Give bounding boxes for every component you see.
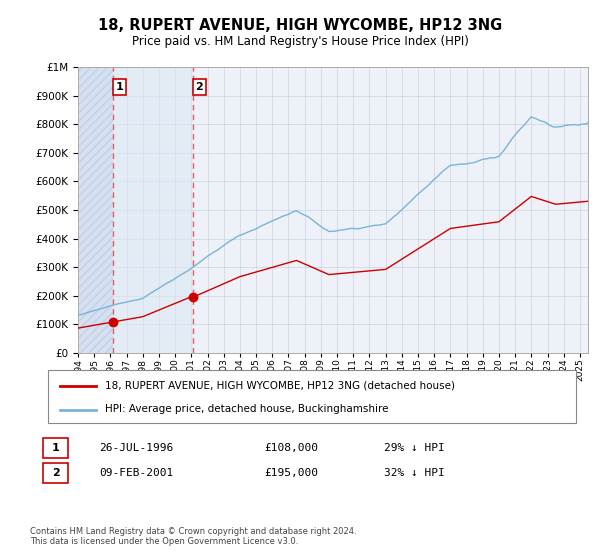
Text: 1: 1 bbox=[52, 443, 59, 453]
Text: 09-FEB-2001: 09-FEB-2001 bbox=[99, 468, 173, 478]
Text: 1: 1 bbox=[115, 82, 123, 92]
Text: £108,000: £108,000 bbox=[264, 443, 318, 453]
Text: 2: 2 bbox=[196, 82, 203, 92]
Text: 2: 2 bbox=[52, 468, 59, 478]
Text: £195,000: £195,000 bbox=[264, 468, 318, 478]
Bar bbox=[113, 67, 193, 353]
Point bbox=[188, 293, 198, 302]
Text: 18, RUPERT AVENUE, HIGH WYCOMBE, HP12 3NG: 18, RUPERT AVENUE, HIGH WYCOMBE, HP12 3N… bbox=[98, 18, 502, 32]
Text: Price paid vs. HM Land Registry's House Price Index (HPI): Price paid vs. HM Land Registry's House … bbox=[131, 35, 469, 49]
Text: HPI: Average price, detached house, Buckinghamshire: HPI: Average price, detached house, Buck… bbox=[105, 404, 389, 414]
Text: Contains HM Land Registry data © Crown copyright and database right 2024.
This d: Contains HM Land Registry data © Crown c… bbox=[30, 526, 356, 546]
Text: 18, RUPERT AVENUE, HIGH WYCOMBE, HP12 3NG (detached house): 18, RUPERT AVENUE, HIGH WYCOMBE, HP12 3N… bbox=[105, 381, 455, 390]
Bar bbox=[78, 67, 113, 353]
Point bbox=[108, 318, 118, 326]
Text: 26-JUL-1996: 26-JUL-1996 bbox=[99, 443, 173, 453]
Text: 32% ↓ HPI: 32% ↓ HPI bbox=[384, 468, 445, 478]
Text: 29% ↓ HPI: 29% ↓ HPI bbox=[384, 443, 445, 453]
